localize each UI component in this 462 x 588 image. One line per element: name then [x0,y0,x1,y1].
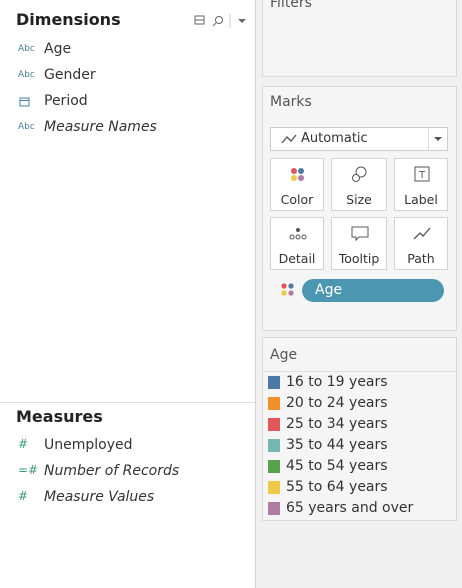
filters-shelf[interactable]: Filters [262,0,457,77]
pane-tools[interactable] [194,14,254,28]
field[interactable]: Period [0,91,255,113]
field-label: Measure Names [44,119,157,135]
line-icon [281,134,297,144]
legend-swatch [268,376,280,389]
card-label: Size [346,192,372,207]
card-icon [289,228,307,240]
mark-type-dropdown[interactable]: Automatic [270,127,448,151]
field-label: Measure Values [44,489,155,505]
field-icon: # [18,489,29,503]
card-label: Detail [278,251,316,266]
legend-swatch [268,481,280,494]
field-label: Gender [44,67,96,83]
divider [0,402,255,403]
card-label: Tooltip [338,251,380,266]
pill-label: Age [315,282,343,298]
card-icon: T [414,166,430,182]
card-icon [291,168,304,181]
card-icon [352,166,367,182]
marks-card: Marks Automatic Color Size T Label Detail Too… [262,86,457,331]
dropdown-arrow [434,137,442,141]
legend-swatch [268,439,280,452]
mark-card[interactable]: Detail [270,217,324,270]
filters-title: Filters [270,0,312,11]
divider [263,371,456,372]
field-label: Age [44,41,72,57]
legend-swatch [268,397,280,410]
field[interactable]: Abc Gender [0,65,255,87]
mark-type: Automatic [301,131,368,146]
mark-card[interactable]: T Label [394,158,448,211]
card-icon [351,226,369,242]
field-icon: Abc [18,122,35,132]
svg-text:T: T [418,170,426,181]
field-label: Number of Records [44,463,180,479]
field-label: Period [44,93,88,109]
card-icon [413,227,431,240]
field-icon: Abc [18,70,35,80]
field-icon: Abc [18,44,35,54]
separator [428,128,429,150]
legend-swatch [268,418,280,431]
field[interactable]: =# Number of Records [0,461,255,483]
field-pill[interactable]: Age [302,279,444,302]
field[interactable]: Abc Measure Names [0,117,255,139]
legend-swatch [268,502,280,515]
marks-title: Marks [270,94,312,110]
mark-card[interactable]: Color [270,158,324,211]
card-label: Label [404,192,438,207]
data-pane: Dimensions Measures Abc Age Abc Gender Perio… [0,0,256,588]
legend-label[interactable]: 65 years and over [286,500,414,516]
legend-label[interactable]: 20 to 24 years [286,395,388,411]
card-label: Path [407,251,435,266]
field-icon: # [18,437,29,451]
legend-title: Age [270,347,298,363]
mark-card[interactable]: Size [331,158,387,211]
field[interactable]: Abc Age [0,39,255,61]
legend-label[interactable]: 45 to 54 years [286,458,388,474]
field-label: Unemployed [44,437,133,453]
mark-card[interactable]: Path [394,217,448,270]
legend-label[interactable]: 35 to 44 years [286,437,388,453]
card-label: Color [280,192,314,207]
mark-card[interactable]: Tooltip [331,217,387,270]
color-legend: Age 16 to 19 years 20 to 24 years 25 to 34… [262,337,457,521]
legend-label[interactable]: 55 to 64 years [286,479,388,495]
dimensions-title: Dimensions [16,10,121,29]
date-icon [19,97,30,107]
legend-swatch [268,460,280,473]
field[interactable]: # Measure Values [0,487,255,509]
field[interactable]: # Unemployed [0,435,255,457]
legend-label[interactable]: 16 to 19 years [286,374,388,390]
color-icon [281,283,294,296]
measures-title: Measures [16,407,103,426]
field-icon: =# [18,463,39,477]
legend-label[interactable]: 25 to 34 years [286,416,388,432]
